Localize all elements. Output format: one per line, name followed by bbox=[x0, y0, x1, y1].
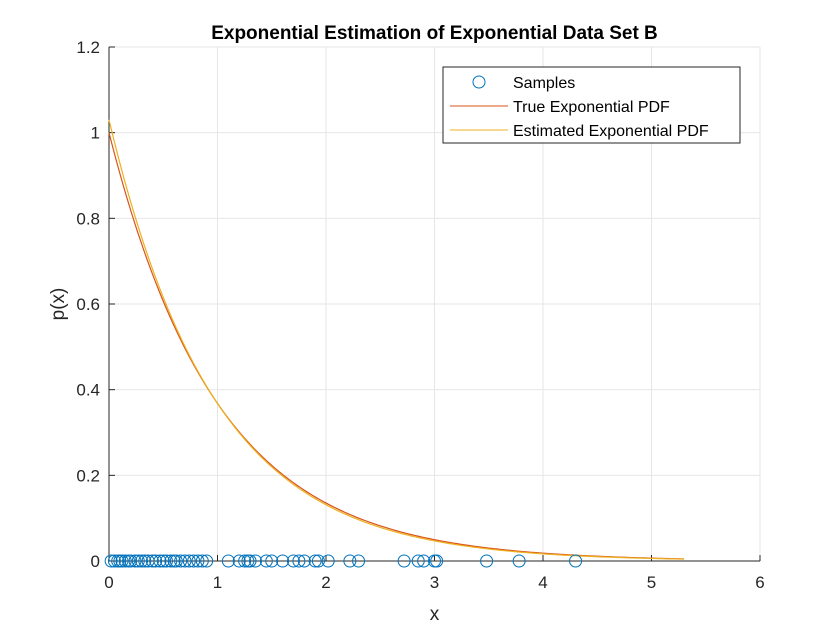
sample-point-34 bbox=[259, 554, 273, 568]
sample-point-26 bbox=[195, 554, 209, 568]
x-tick-label-6: 6 bbox=[755, 573, 764, 592]
legend-box bbox=[442, 66, 741, 144]
sample-point-50 bbox=[480, 554, 494, 568]
sample-point-5 bbox=[118, 554, 132, 568]
x-tick-label-4: 4 bbox=[538, 573, 547, 592]
sample-point-42 bbox=[321, 554, 335, 568]
sample-point-24 bbox=[187, 554, 201, 568]
y-tick-label-6: 1.2 bbox=[76, 38, 100, 57]
sample-point-51 bbox=[512, 554, 526, 568]
sample-point-39 bbox=[297, 554, 311, 568]
sample-point-47 bbox=[417, 554, 431, 568]
y-tick-label-5: 1 bbox=[91, 124, 100, 143]
y-tick-label-3: 0.6 bbox=[76, 295, 100, 314]
x-tick-label-5: 5 bbox=[647, 573, 656, 592]
sample-point-46 bbox=[411, 554, 425, 568]
y-tick-label-1: 0.2 bbox=[76, 466, 100, 485]
sample-point-32 bbox=[243, 554, 257, 568]
y-tick-label-2: 0.4 bbox=[76, 381, 100, 400]
sample-point-17 bbox=[160, 554, 174, 568]
sample-point-36 bbox=[276, 554, 290, 568]
sample-point-15 bbox=[153, 554, 167, 568]
sample-point-44 bbox=[352, 554, 366, 568]
sample-point-41 bbox=[311, 554, 325, 568]
x-ticks: 0 1 2 3 4 5 6 bbox=[104, 555, 765, 592]
legend-true-pdf-label: True Exponential PDF bbox=[513, 99, 670, 116]
sample-point-9 bbox=[131, 554, 145, 568]
legend-estimated-pdf-label: Estimated Exponential PDF bbox=[513, 123, 709, 140]
x-tick-label-1: 1 bbox=[213, 573, 222, 592]
sample-point-43 bbox=[343, 554, 357, 568]
sample-point-20 bbox=[169, 554, 183, 568]
sample-point-0 bbox=[104, 554, 118, 568]
sample-point-37 bbox=[286, 554, 300, 568]
sample-point-40 bbox=[308, 554, 322, 568]
sample-point-23 bbox=[182, 554, 196, 568]
sample-point-4 bbox=[115, 554, 129, 568]
sample-point-38 bbox=[292, 554, 306, 568]
y-tick-label-0: 0 bbox=[91, 552, 100, 571]
sample-point-49 bbox=[430, 554, 444, 568]
sample-point-45 bbox=[397, 554, 411, 568]
x-tick-label-3: 3 bbox=[430, 573, 439, 592]
sample-point-33 bbox=[248, 554, 262, 568]
sample-point-7 bbox=[124, 554, 138, 568]
x-axis-label: x bbox=[430, 604, 440, 625]
sample-point-14 bbox=[149, 554, 163, 568]
y-ticks: 0 0.2 0.4 0.6 0.8 1 1.2 bbox=[76, 38, 115, 571]
sample-point-27 bbox=[200, 554, 214, 568]
y-axis-label: p(x) bbox=[48, 288, 69, 321]
sample-point-30 bbox=[238, 554, 252, 568]
sample-point-8 bbox=[128, 554, 142, 568]
series-layer bbox=[104, 119, 685, 568]
sample-point-10 bbox=[135, 554, 149, 568]
sample-point-1 bbox=[107, 554, 121, 568]
sample-point-29 bbox=[232, 554, 246, 568]
sample-point-21 bbox=[174, 554, 188, 568]
sample-point-16 bbox=[156, 554, 170, 568]
sample-point-18 bbox=[164, 554, 178, 568]
legend-samples-label: Samples bbox=[513, 75, 575, 92]
x-tick-label-2: 2 bbox=[321, 573, 330, 592]
legend-samples-marker bbox=[472, 75, 486, 89]
x-tick-label-0: 0 bbox=[104, 573, 113, 592]
sample-point-52 bbox=[569, 554, 583, 568]
sample-point-13 bbox=[145, 554, 159, 568]
legend: Samples True Exponential PDF Estimated E… bbox=[442, 66, 741, 144]
sample-point-35 bbox=[265, 554, 279, 568]
estimated-pdf-line bbox=[108, 119, 685, 560]
chart-title: Exponential Estimation of Exponential Da… bbox=[211, 23, 658, 44]
sample-point-22 bbox=[178, 554, 192, 568]
sample-point-11 bbox=[138, 554, 152, 568]
sample-point-25 bbox=[191, 554, 205, 568]
y-tick-label-4: 0.8 bbox=[76, 209, 100, 228]
sample-point-28 bbox=[221, 554, 235, 568]
